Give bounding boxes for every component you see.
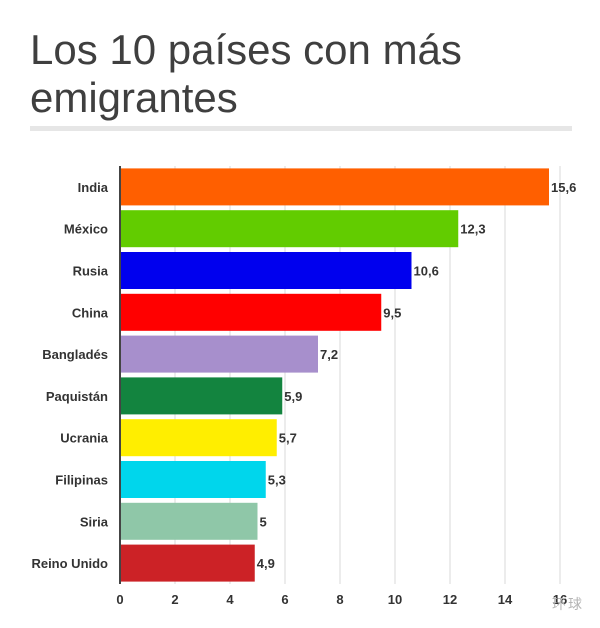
- x-tick-label: 10: [388, 592, 402, 607]
- bar: [121, 502, 258, 540]
- category-label: Filipinas: [55, 473, 108, 488]
- value-label: 5,9: [284, 389, 302, 404]
- x-tick-label: 16: [553, 592, 567, 607]
- value-label: 5,7: [279, 431, 297, 446]
- value-label: 4,9: [257, 556, 275, 571]
- value-label: 5,3: [268, 473, 286, 488]
- bar: [121, 335, 318, 373]
- bar: [121, 461, 266, 498]
- value-label: 5: [260, 514, 267, 529]
- category-label: Siria: [80, 514, 109, 529]
- bar: [121, 252, 412, 289]
- category-label: Paquistán: [46, 389, 108, 404]
- bar: [121, 168, 549, 206]
- category-label: Bangladés: [42, 347, 108, 362]
- title-divider: [30, 126, 572, 131]
- category-label: India: [78, 180, 109, 195]
- value-label: 7,2: [320, 347, 338, 362]
- value-label: 15,6: [551, 180, 576, 195]
- value-label: 12,3: [460, 222, 485, 237]
- category-label: China: [72, 305, 109, 320]
- x-tick-label: 2: [171, 592, 178, 607]
- labels: 0 2 4 6 8 10 12 14 16 India 15,6 México 12,3 Rusia 10,…: [31, 180, 576, 607]
- category-label: México: [64, 222, 108, 237]
- x-tick-label: 12: [443, 592, 457, 607]
- bar: [121, 377, 283, 415]
- bar: [121, 419, 277, 457]
- value-label: 10,6: [414, 264, 439, 279]
- x-tick-label: 4: [226, 592, 234, 607]
- category-label: Rusia: [73, 264, 109, 279]
- category-label: Reino Unido: [31, 556, 108, 571]
- value-label: 9,5: [383, 305, 401, 320]
- bars: [121, 168, 549, 582]
- x-tick-label: 14: [498, 592, 513, 607]
- category-label: Ucrania: [60, 431, 108, 446]
- grid-lines: [119, 166, 561, 584]
- x-tick-label: 0: [116, 592, 123, 607]
- bar: [121, 210, 459, 248]
- chart-title: Los 10 países con más emigrantes: [30, 26, 462, 121]
- bar: [121, 544, 255, 582]
- x-tick-label: 8: [336, 592, 343, 607]
- x-tick-label: 6: [281, 592, 288, 607]
- bar: [121, 293, 382, 331]
- watermark: 环球: [552, 596, 584, 612]
